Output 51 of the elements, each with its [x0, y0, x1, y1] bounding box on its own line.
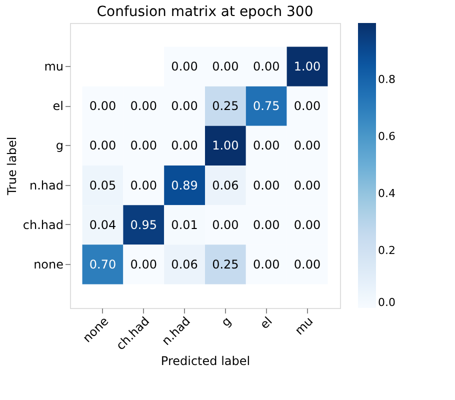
data-label: 0.04	[89, 218, 116, 232]
color-bar-label: 0.0	[378, 296, 396, 309]
y-tick-label: ch.had	[22, 218, 64, 232]
data-label: 0.25	[212, 257, 239, 272]
x-axis-title: Predicted label	[160, 354, 250, 368]
data-label: 0.00	[294, 257, 321, 272]
data-label: 0.00	[253, 60, 280, 74]
data-label: 0.25	[212, 99, 239, 114]
data-label: 0.00	[294, 178, 321, 192]
x-tick-label: g	[218, 314, 234, 330]
y-tick-label: none	[34, 257, 64, 272]
y-tick-label: el	[52, 99, 64, 114]
color-bar-label: 0.6	[378, 130, 396, 143]
data-label: 0.06	[212, 178, 239, 192]
data-label: 0.00	[171, 138, 198, 153]
data-label: 0.00	[294, 99, 321, 114]
data-label: 0.00	[253, 218, 280, 232]
color-bar-label: 0.8	[378, 73, 396, 86]
data-label: 1.00	[212, 138, 239, 153]
data-label: 0.00	[212, 218, 239, 232]
data-label: 0.00	[171, 60, 198, 74]
chart-title: Confusion matrix at epoch 300	[96, 4, 314, 20]
y-tick-label: n.had	[30, 178, 64, 192]
data-label: 0.70	[89, 257, 116, 272]
y-tick-label: g	[56, 138, 64, 153]
data-label: 0.00	[212, 60, 239, 74]
data-label: 0.75	[253, 99, 280, 114]
data-label: 0.01	[171, 218, 198, 232]
data-label: 0.00	[253, 178, 280, 192]
data-label: 0.89	[171, 178, 198, 192]
data-label: 0.00	[171, 99, 198, 114]
data-label: 0.00	[294, 218, 321, 232]
data-label: 1.00	[294, 60, 321, 74]
data-label: 0.00	[253, 257, 280, 272]
data-label: 0.00	[130, 257, 157, 272]
data-label: 0.06	[171, 257, 198, 272]
x-tick-label: mu	[292, 314, 316, 338]
data-label: 0.00	[253, 138, 280, 153]
data-label: 0.95	[130, 218, 157, 232]
data-label: 0.00	[130, 178, 157, 192]
color-bar-label: 0.4	[378, 187, 396, 200]
color-bar-label: 0.2	[378, 244, 396, 257]
x-tick-label: el	[257, 314, 275, 332]
data-label: 0.00	[294, 138, 321, 153]
data-label: 0.05	[89, 178, 116, 192]
y-tick-label: mu	[44, 60, 64, 74]
data-label: 0.00	[89, 138, 116, 153]
y-axis-title: True label	[4, 136, 19, 196]
data-label: 0.00	[130, 99, 157, 114]
data-label: 0.00	[130, 138, 157, 153]
data-label: 0.00	[89, 99, 116, 114]
